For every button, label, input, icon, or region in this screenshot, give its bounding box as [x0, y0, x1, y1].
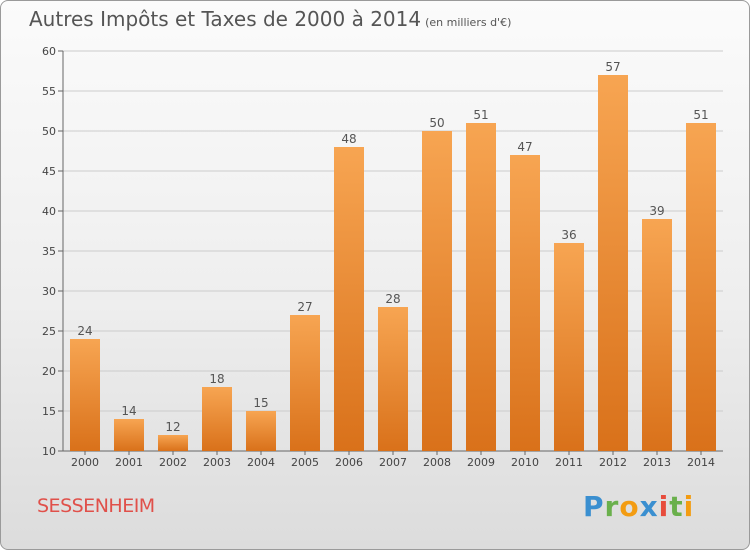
data-label-2012: 57	[605, 60, 620, 74]
y-tick-label: 35	[42, 245, 56, 258]
y-tick-label: 50	[42, 125, 56, 138]
x-tick-label-2009: 2009	[467, 456, 495, 469]
x-tick-label-2001: 2001	[115, 456, 143, 469]
bar-2007	[378, 307, 408, 451]
data-label-2005: 27	[297, 300, 312, 314]
x-tick-label-2011: 2011	[555, 456, 583, 469]
bar-2012	[598, 75, 628, 451]
y-tick-label: 30	[42, 285, 56, 298]
x-tick-label-2002: 2002	[159, 456, 187, 469]
bar-2002	[158, 435, 188, 451]
data-label-2003: 18	[209, 372, 224, 386]
chart-title: Autres Impôts et Taxes de 2000 à 2014 (en…	[29, 7, 511, 31]
bar-2004	[246, 411, 276, 451]
title-unit: (en milliers d'€)	[425, 16, 512, 29]
x-tick-label-2005: 2005	[291, 456, 319, 469]
bar-2013	[642, 219, 672, 451]
x-tick-label-2013: 2013	[643, 456, 671, 469]
data-label-2010: 47	[517, 140, 532, 154]
x-tick-label-2012: 2012	[599, 456, 627, 469]
data-label-2007: 28	[385, 292, 400, 306]
bar-2003	[202, 387, 232, 451]
bar-2006	[334, 147, 364, 451]
bar-2011	[554, 243, 584, 451]
bar-2009	[466, 123, 496, 451]
x-tick-label-2000: 2000	[71, 456, 99, 469]
title-text: Autres Impôts et Taxes de 2000 à 2014	[29, 7, 422, 31]
y-tick-label: 60	[42, 45, 56, 58]
y-tick-label: 45	[42, 165, 56, 178]
bar-2008	[422, 131, 452, 451]
bar-2000	[70, 339, 100, 451]
y-tick-label: 25	[42, 325, 56, 338]
x-tick-label-2003: 2003	[203, 456, 231, 469]
x-tick-label-2014: 2014	[687, 456, 715, 469]
y-tick-label: 40	[42, 205, 56, 218]
data-label-2011: 36	[561, 228, 576, 242]
city-name: SESSENHEIM	[37, 495, 155, 517]
x-tick-label-2004: 2004	[247, 456, 275, 469]
bar-2014	[686, 123, 716, 451]
bar-2005	[290, 315, 320, 451]
x-tick-label-2008: 2008	[423, 456, 451, 469]
y-tick-label: 10	[42, 445, 56, 458]
x-tick-label-2010: 2010	[511, 456, 539, 469]
data-label-2008: 50	[429, 116, 444, 130]
data-label-2014: 51	[693, 108, 708, 122]
data-label-2006: 48	[341, 132, 356, 146]
proxiti-logo: Proxiti	[583, 490, 695, 523]
data-label-2004: 15	[253, 396, 268, 410]
data-label-2001: 14	[121, 404, 136, 418]
data-label-2013: 39	[649, 204, 664, 218]
y-tick-label: 55	[42, 85, 56, 98]
x-tick-label-2006: 2006	[335, 456, 363, 469]
bar-2010	[510, 155, 540, 451]
data-label-2009: 51	[473, 108, 488, 122]
data-label-2002: 12	[165, 420, 180, 434]
y-tick-label: 15	[42, 405, 56, 418]
y-tick-label: 20	[42, 365, 56, 378]
bar-2001	[114, 419, 144, 451]
x-tick-label-2007: 2007	[379, 456, 407, 469]
data-label-2000: 24	[77, 324, 92, 338]
